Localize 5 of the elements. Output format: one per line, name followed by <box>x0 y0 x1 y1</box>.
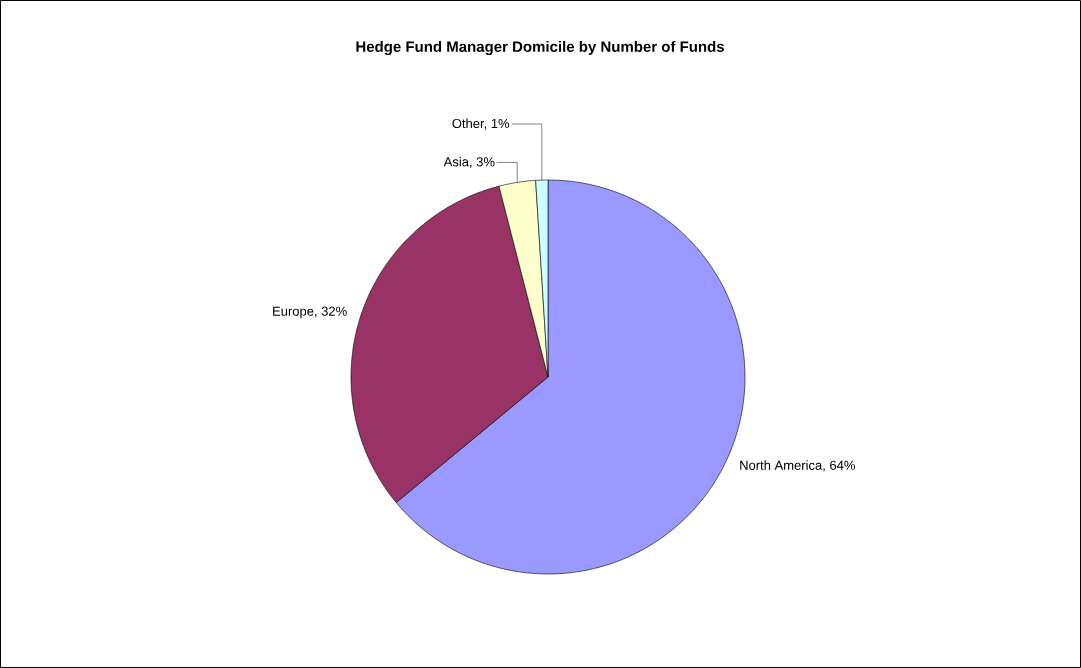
slice-label: Europe, 32% <box>273 306 347 319</box>
slice-label: Other, 1% <box>452 118 510 130</box>
chart-title: Hedge Fund Manager Domicile by Number of Funds <box>356 40 724 56</box>
slice-label: Asia, 3% <box>443 156 495 168</box>
slice-label: North America, 64% <box>740 460 855 472</box>
